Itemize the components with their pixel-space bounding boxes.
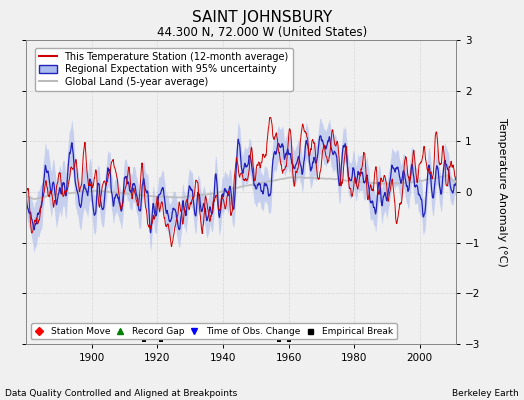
Text: 44.300 N, 72.000 W (United States): 44.300 N, 72.000 W (United States) (157, 26, 367, 39)
Text: Berkeley Earth: Berkeley Earth (452, 389, 519, 398)
Y-axis label: Temperature Anomaly (°C): Temperature Anomaly (°C) (497, 118, 507, 266)
Legend: Station Move, Record Gap, Time of Obs. Change, Empirical Break: Station Move, Record Gap, Time of Obs. C… (31, 323, 397, 340)
Text: Data Quality Controlled and Aligned at Breakpoints: Data Quality Controlled and Aligned at B… (5, 389, 237, 398)
Text: SAINT JOHNSBURY: SAINT JOHNSBURY (192, 10, 332, 25)
